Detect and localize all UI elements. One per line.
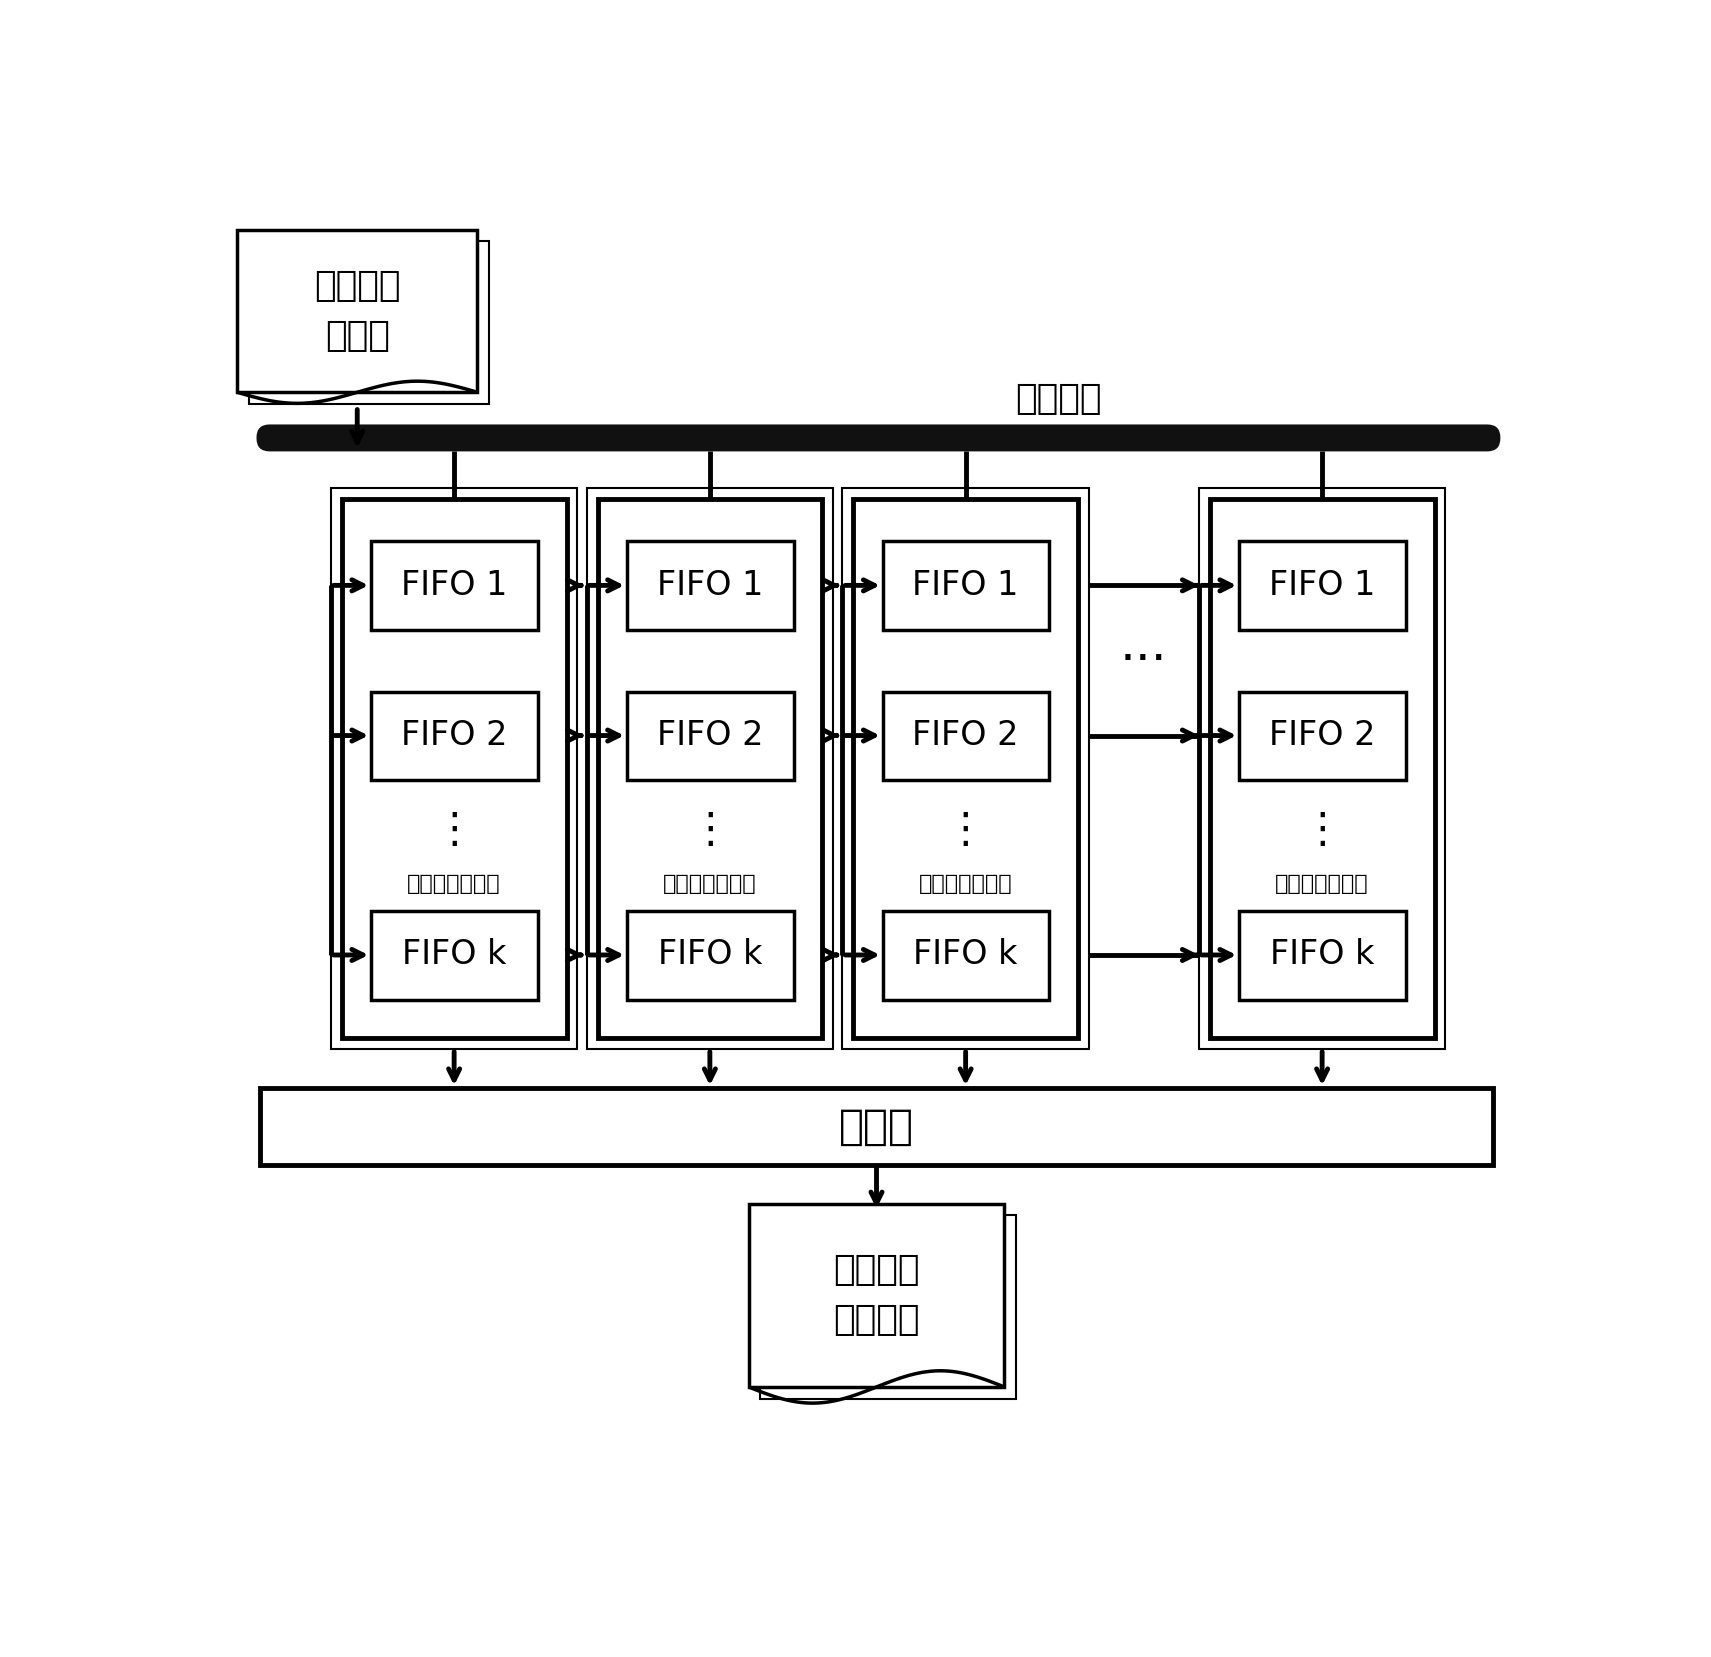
Bar — [248, 242, 489, 404]
Bar — [1239, 911, 1406, 999]
Text: ···: ··· — [1121, 636, 1167, 684]
Text: 信道总线: 信道总线 — [1015, 383, 1102, 416]
Text: 延迟线解码模块: 延迟线解码模块 — [1275, 875, 1369, 895]
Text: 方位信息
脉冲序列: 方位信息 脉冲序列 — [833, 1253, 921, 1337]
Bar — [883, 911, 1049, 999]
Text: 延迟线解码模块: 延迟线解码模块 — [407, 875, 501, 895]
Bar — [626, 691, 794, 780]
Text: 延迟线解码模块: 延迟线解码模块 — [919, 875, 1013, 895]
Bar — [587, 489, 833, 1049]
Text: FIFO 2: FIFO 2 — [400, 719, 508, 752]
Text: ⋮: ⋮ — [433, 809, 476, 852]
Text: ⋮: ⋮ — [1302, 809, 1343, 852]
Bar — [883, 542, 1049, 630]
Text: FIFO k: FIFO k — [914, 938, 1018, 971]
Bar — [883, 691, 1049, 780]
Bar — [371, 691, 537, 780]
Text: FIFO k: FIFO k — [657, 938, 761, 971]
Bar — [371, 911, 537, 999]
Bar — [626, 911, 794, 999]
Text: 多工器: 多工器 — [838, 1105, 914, 1148]
Bar — [330, 489, 577, 1049]
Text: ⋮: ⋮ — [690, 809, 731, 852]
Text: FIFO 2: FIFO 2 — [1270, 719, 1376, 752]
Text: FIFO k: FIFO k — [402, 938, 506, 971]
Bar — [597, 499, 823, 1039]
Bar — [238, 230, 477, 393]
Text: FIFO 2: FIFO 2 — [657, 719, 763, 752]
Bar — [1239, 691, 1406, 780]
Text: 电信号脉
冲序列: 电信号脉 冲序列 — [315, 268, 400, 353]
Bar — [626, 542, 794, 630]
Text: FIFO 2: FIFO 2 — [912, 719, 1018, 752]
Bar — [1210, 499, 1434, 1039]
Bar — [342, 499, 566, 1039]
Bar — [854, 499, 1078, 1039]
Text: 延迟线解码模块: 延迟线解码模块 — [664, 875, 756, 895]
Text: FIFO 1: FIFO 1 — [657, 568, 763, 601]
FancyBboxPatch shape — [257, 424, 1501, 451]
Text: FIFO 1: FIFO 1 — [912, 568, 1018, 601]
Bar — [842, 489, 1088, 1049]
Bar — [260, 1089, 1492, 1165]
Text: FIFO 1: FIFO 1 — [400, 568, 508, 601]
Text: FIFO 1: FIFO 1 — [1270, 568, 1376, 601]
Bar — [760, 1215, 1016, 1399]
Bar — [749, 1203, 1004, 1387]
Bar — [371, 542, 537, 630]
Bar — [1239, 542, 1406, 630]
Text: ⋮: ⋮ — [944, 809, 987, 852]
Text: FIFO k: FIFO k — [1270, 938, 1374, 971]
Bar — [1199, 489, 1446, 1049]
